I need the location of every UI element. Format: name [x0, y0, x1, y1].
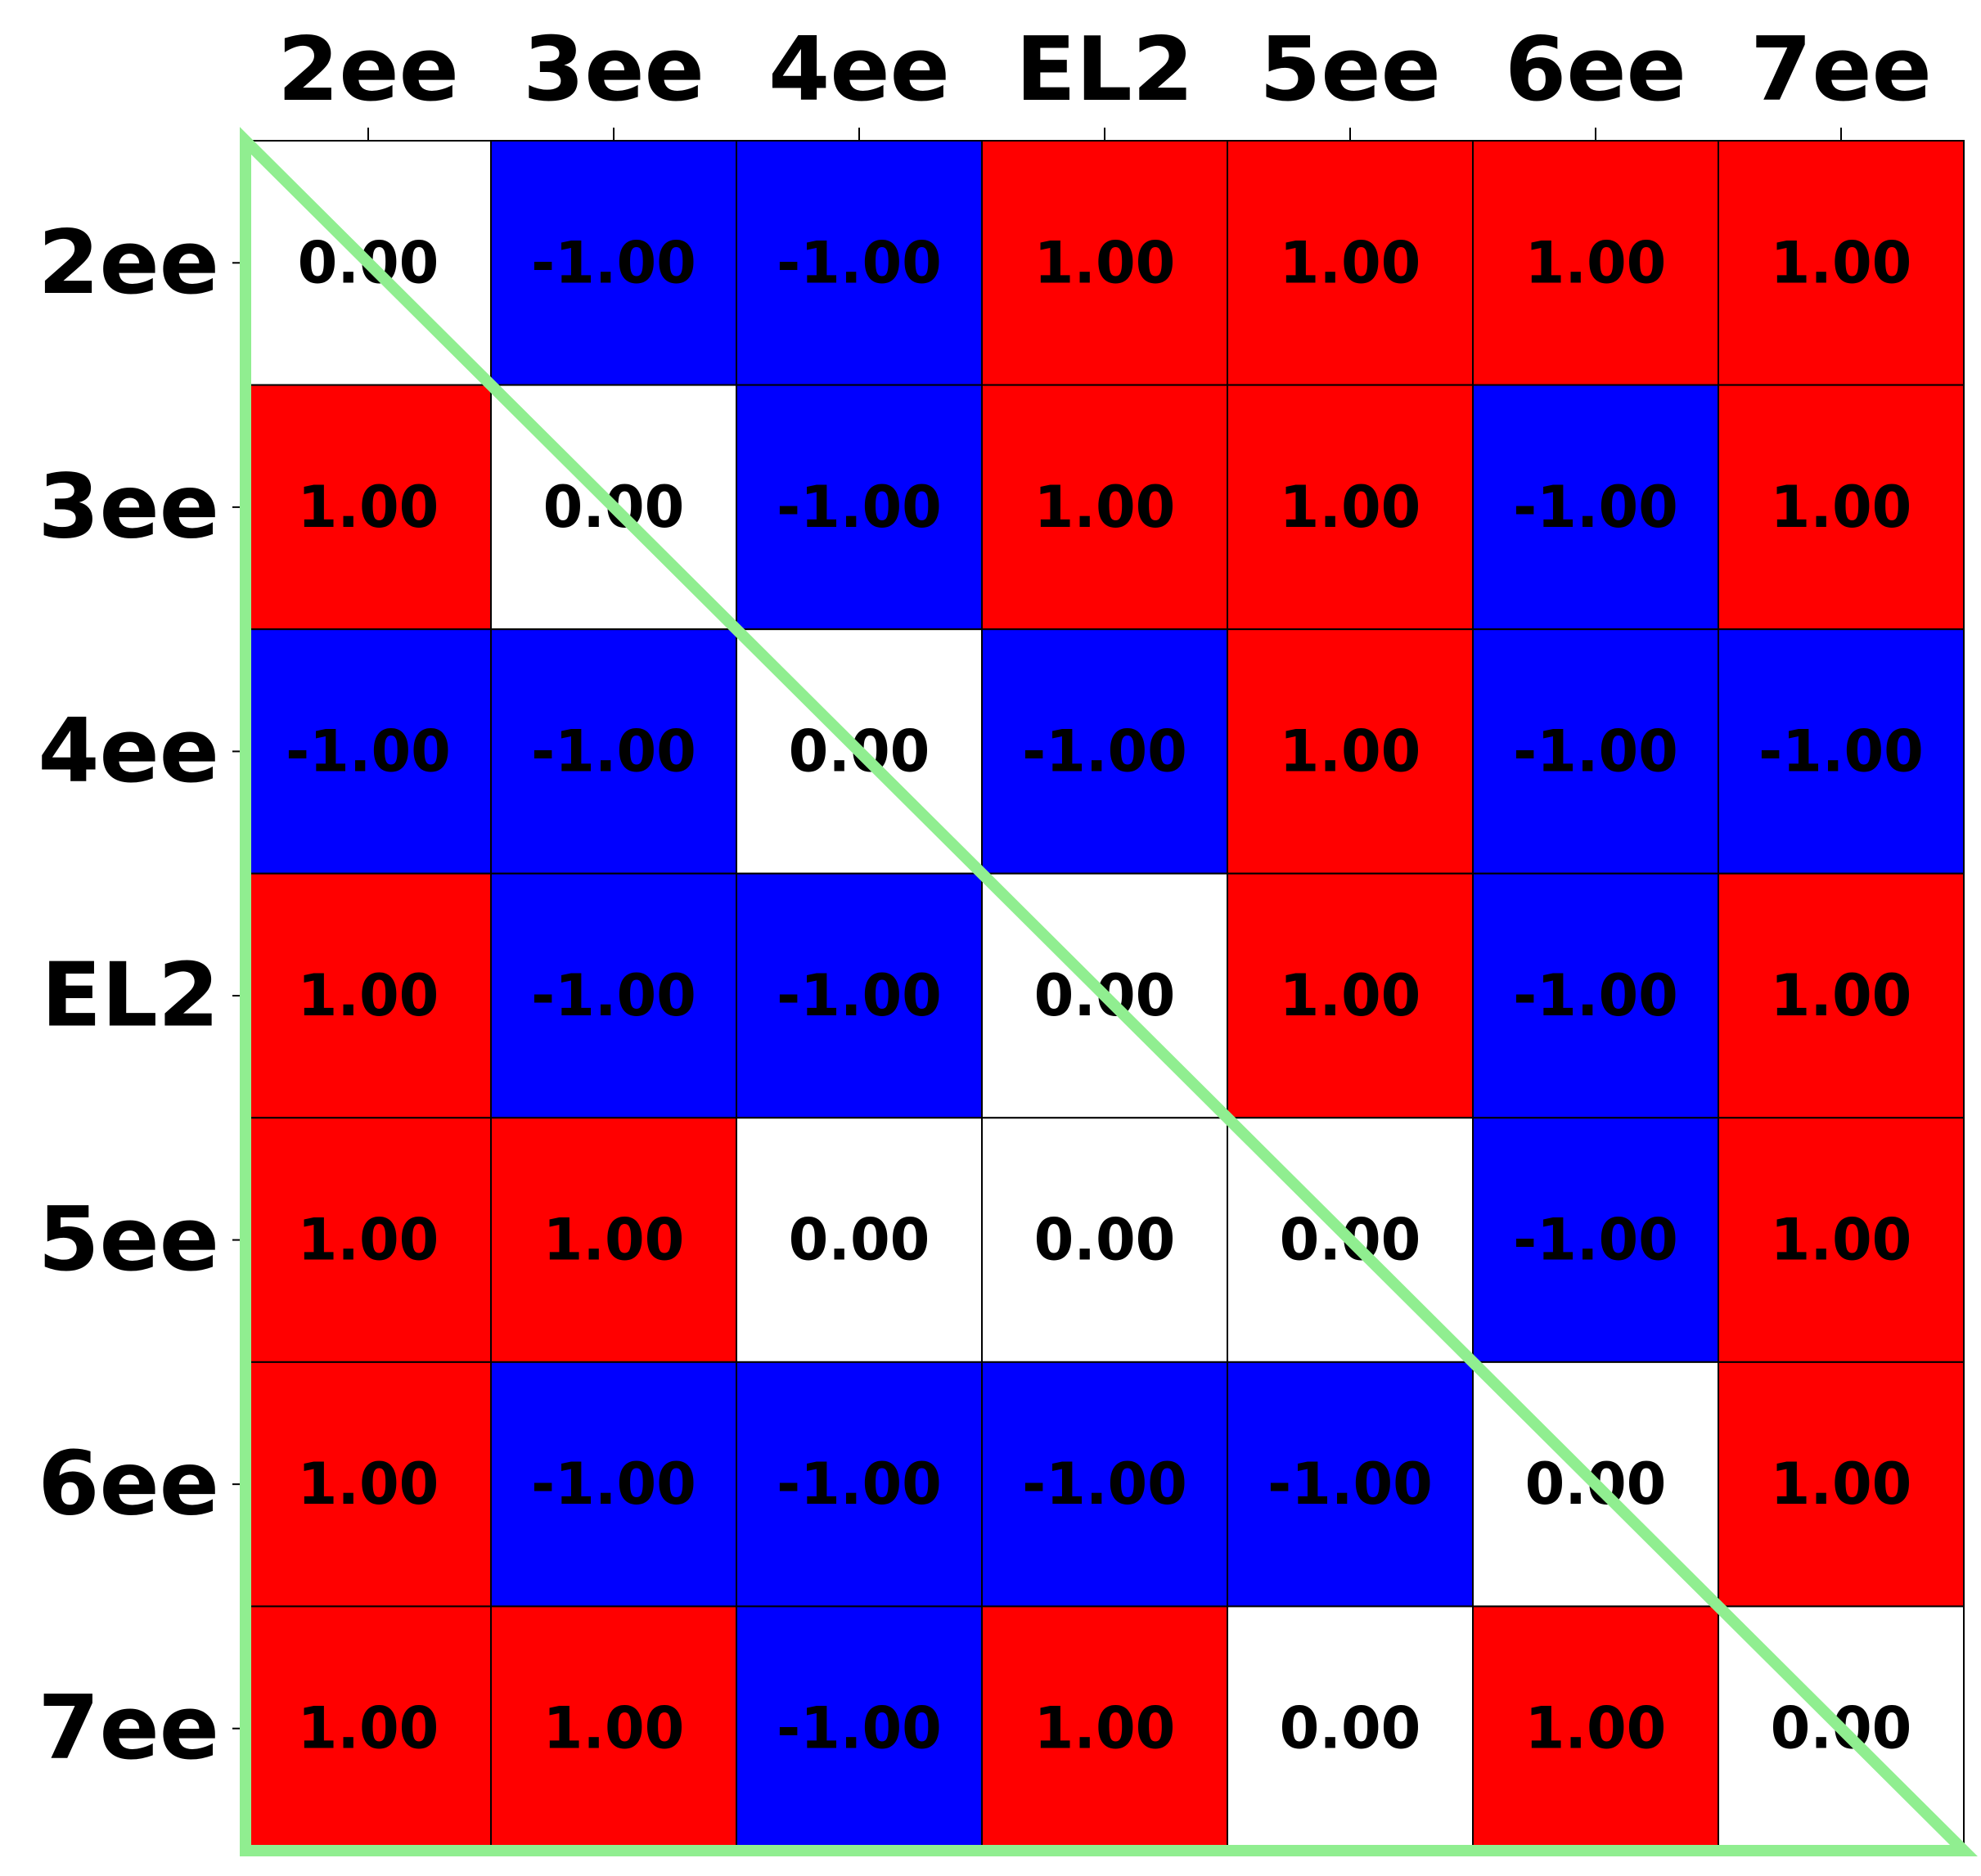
heatmap-cell-r4-c6: [1718, 1117, 1965, 1363]
cell-value-label-r0-c5: 1.00: [1525, 229, 1667, 296]
x-tick-label-1: 3ee: [523, 19, 705, 121]
heatmap-cells: [245, 140, 1965, 1852]
cell-value-label-r3-c4: 1.00: [1280, 962, 1421, 1029]
heatmap-cell-r4-c0: [245, 1117, 492, 1363]
cell-value-label-r5-c0: 1.00: [298, 1451, 439, 1518]
cell-value-label-r2-c6: -1.00: [1758, 718, 1924, 785]
cell-value-label-r3-c0: 1.00: [298, 962, 439, 1029]
cell-value-label-r2-c3: -1.00: [1022, 718, 1187, 785]
heatmap-cell-labels: 0.00 -1.00 -1.00 1.00 1.00 1.00 1.00 1.00 0.00 -1…: [286, 229, 1924, 1761]
lower-triangle-outline: [240, 127, 1978, 1856]
heatmap-cell-r6-c3: [981, 1605, 1228, 1852]
cell-value-label-r5-c3: -1.00: [1022, 1451, 1187, 1518]
heatmap-cell-r5-c6: [1718, 1361, 1965, 1608]
y-tick-label-4: 5ee: [38, 1189, 219, 1291]
cell-value-label-r1-c5: -1.00: [1513, 474, 1678, 541]
y-tick-label-1: 3ee: [38, 456, 219, 558]
y-tick-label-5: 6ee: [38, 1433, 219, 1536]
y-tick-label-6: 7ee: [38, 1677, 219, 1779]
cell-value-label-r3-c5: -1.00: [1513, 962, 1678, 1029]
x-tick-label-2: 4ee: [768, 19, 950, 121]
heatmap-cell-r1-c0: [245, 384, 492, 631]
x-tick-label-6: 7ee: [1750, 19, 1932, 121]
heatmap-cell-r2-c4: [1227, 628, 1474, 875]
heatmap-cell-r5-c4: [1227, 1361, 1474, 1608]
x-tick-label-3: EL2: [1015, 19, 1194, 121]
cell-value-label-r2-c5: -1.00: [1513, 718, 1678, 785]
cell-value-label-r2-c4: 1.00: [1280, 718, 1421, 785]
heatmap-cell-r3-c1: [490, 872, 737, 1119]
cell-value-label-r5-c4: -1.00: [1267, 1451, 1433, 1518]
cell-value-label-r4-c1: 1.00: [543, 1207, 685, 1274]
cell-value-label-r6-c4: 0.00: [1280, 1695, 1421, 1762]
cell-value-label-r1-c4: 1.00: [1280, 474, 1421, 541]
cell-value-label-r2-c1: -1.00: [531, 718, 696, 785]
x-axis: 2ee 3ee 4ee EL2 5ee 6ee 7ee: [277, 19, 1932, 141]
cell-value-label-r0-c3: 1.00: [1034, 229, 1176, 296]
cell-value-label-r0-c1: -1.00: [531, 229, 696, 296]
heatmap-cell-r6-c0: [245, 1605, 492, 1852]
cell-value-label-r5-c2: -1.00: [777, 1451, 942, 1518]
cell-value-label-r5-c1: -1.00: [531, 1451, 696, 1518]
heatmap-cell-r6-c2: [736, 1605, 983, 1852]
heatmap-cell-r6-c4: [1227, 1605, 1474, 1852]
heatmap-cell-r5-c1: [490, 1361, 737, 1608]
heatmap-cell-r2-c5: [1472, 628, 1719, 875]
heatmap-cell-r5-c2: [736, 1361, 983, 1608]
heatmap-cell-r2-c6: [1718, 628, 1965, 875]
cell-value-label-r6-c3: 1.00: [1034, 1695, 1176, 1762]
triangle-overlay: [240, 127, 1978, 1856]
heatmap-cell-r2-c3: [981, 628, 1228, 875]
heatmap-cell-r0-c4: [1227, 140, 1474, 386]
heatmap-cell-r1-c4: [1227, 384, 1474, 631]
heatmap-cell-r0-c5: [1472, 140, 1719, 386]
y-tick-label-0: 2ee: [38, 212, 219, 314]
heatmap-cell-r0-c6: [1718, 140, 1965, 386]
cell-value-label-r6-c2: -1.00: [777, 1695, 942, 1762]
x-tick-label-0: 2ee: [277, 19, 459, 121]
heatmap-cell-r3-c0: [245, 872, 492, 1119]
x-tick-label-5: 6ee: [1505, 19, 1686, 121]
cell-value-label-r6-c1: 1.00: [543, 1695, 685, 1762]
heatmap-cell-r1-c5: [1472, 384, 1719, 631]
cell-value-label-r1-c6: 1.00: [1771, 474, 1912, 541]
y-axis: 2ee 3ee 4ee EL2 5ee 6ee 7ee: [38, 212, 245, 1779]
y-tick-label-3: EL2: [41, 945, 219, 1047]
cell-value-label-r4-c2: 0.00: [789, 1207, 930, 1274]
cell-value-label-r1-c0: 1.00: [298, 474, 439, 541]
heatmap-cell-r1-c2: [736, 384, 983, 631]
cell-value-label-r2-c0: -1.00: [286, 718, 451, 785]
heatmap-cell-r0-c1: [490, 140, 737, 386]
cell-value-label-r1-c3: 1.00: [1034, 474, 1176, 541]
cell-value-label-r4-c5: -1.00: [1513, 1207, 1678, 1274]
cell-value-label-r4-c0: 1.00: [298, 1207, 439, 1274]
heatmap-cell-r5-c3: [981, 1361, 1228, 1608]
cell-value-label-r0-c4: 1.00: [1280, 229, 1421, 296]
cell-value-label-r6-c0: 1.00: [298, 1695, 439, 1762]
heatmap-cell-r5-c0: [245, 1361, 492, 1608]
cell-value-label-r0-c2: -1.00: [777, 229, 942, 296]
cell-value-label-r1-c2: -1.00: [777, 474, 942, 541]
heatmap-cell-r2-c1: [490, 628, 737, 875]
cell-value-label-r3-c6: 1.00: [1771, 962, 1912, 1029]
y-tick-label-2: 4ee: [38, 700, 219, 803]
heatmap-cell-r0-c3: [981, 140, 1228, 386]
heatmap-cell-r6-c5: [1472, 1605, 1719, 1852]
cell-value-label-r0-c6: 1.00: [1771, 229, 1912, 296]
heatmap-cell-r2-c0: [245, 628, 492, 875]
cell-value-label-r3-c1: -1.00: [531, 962, 696, 1029]
cell-value-label-r3-c2: -1.00: [777, 962, 942, 1029]
heatmap-cell-r1-c6: [1718, 384, 1965, 631]
cell-value-label-r4-c3: 0.00: [1034, 1207, 1176, 1274]
heatmap-cell-r3-c5: [1472, 872, 1719, 1119]
heatmap-cell-r4-c5: [1472, 1117, 1719, 1363]
heatmap-cell-r4-c2: [736, 1117, 983, 1363]
cell-value-label-r6-c5: 1.00: [1525, 1695, 1667, 1762]
heatmap-cell-r6-c1: [490, 1605, 737, 1852]
x-tick-label-4: 5ee: [1259, 19, 1441, 121]
cell-value-label-r5-c6: 1.00: [1771, 1451, 1912, 1518]
cell-value-label-r4-c6: 1.00: [1771, 1207, 1912, 1274]
heatmap-cell-r3-c6: [1718, 872, 1965, 1119]
